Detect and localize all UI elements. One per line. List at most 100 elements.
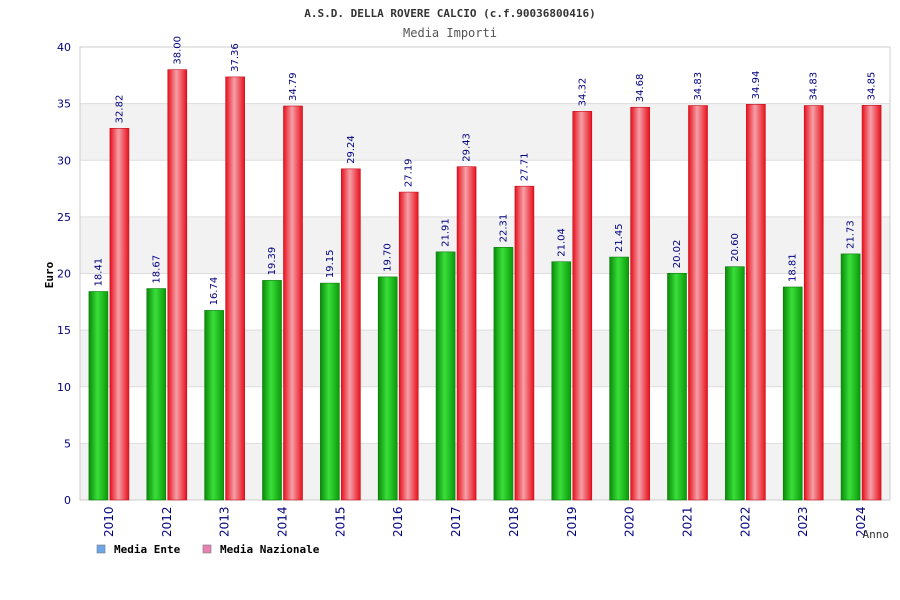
- x-tick-label: 2015: [333, 506, 347, 537]
- data-label: 34.83: [693, 72, 704, 101]
- legend-swatch: [202, 544, 212, 554]
- y-tick-label: 40: [57, 41, 71, 54]
- y-tick-label: 10: [57, 381, 71, 394]
- x-tick-label: 2016: [391, 506, 405, 537]
- data-label: 19.15: [325, 249, 336, 278]
- bar-media-nazionale: [398, 191, 419, 501]
- data-label: 16.74: [209, 277, 220, 306]
- x-axis: 2010 2012 2013 2014 2015 2016 2017 2018 2019 2020…: [102, 506, 868, 537]
- data-label: 19.39: [267, 247, 278, 276]
- bar-media-ente: [493, 247, 514, 501]
- y-tick-label: 20: [57, 268, 71, 281]
- plot-band: [80, 103, 890, 161]
- data-label: 18.67: [151, 255, 162, 284]
- chart-subtitle: Media Importi: [403, 26, 497, 40]
- plot-band: [80, 443, 890, 500]
- bar-media-ente: [88, 291, 109, 501]
- bar-media-ente: [667, 272, 687, 501]
- plot-band: [80, 386, 890, 444]
- bar-media-nazionale: [572, 111, 593, 501]
- data-label: 29.43: [462, 133, 473, 162]
- bar-media-nazionale: [456, 166, 477, 501]
- x-tick-label: 2014: [276, 506, 290, 537]
- data-label: 21.91: [441, 218, 452, 247]
- bar-media-ente: [320, 282, 340, 501]
- data-label: 34.32: [577, 78, 588, 107]
- data-label: 34.85: [867, 72, 878, 101]
- data-label: 20.02: [672, 240, 683, 269]
- plot-band: [80, 273, 890, 331]
- data-label: 18.81: [788, 253, 799, 282]
- data-label: 21.45: [614, 223, 625, 252]
- bar-media-ente: [204, 310, 224, 501]
- data-label: 34.83: [809, 72, 820, 101]
- bar-media-ente: [262, 280, 282, 501]
- x-tick-label: 2021: [681, 506, 695, 537]
- plot-band: [80, 160, 890, 217]
- bar-media-nazionale: [167, 69, 188, 501]
- bar-media-ente: [782, 286, 803, 501]
- bar-media-ente: [609, 256, 629, 501]
- bar-media-ente: [435, 251, 456, 501]
- bars: 18.41 32.82 18.67 38.00 16.74 37.36 19.39 34.79…: [88, 36, 882, 501]
- plot-band: [80, 216, 890, 274]
- x-tick-label: 2022: [738, 506, 752, 537]
- x-tick-label: 2017: [449, 506, 463, 537]
- data-label: 34.94: [751, 71, 762, 100]
- bar-media-nazionale: [514, 185, 535, 501]
- data-label: 20.60: [730, 233, 741, 262]
- y-tick-label: 0: [64, 494, 71, 507]
- legend-swatch: [96, 544, 106, 554]
- data-label: 34.68: [635, 74, 646, 103]
- legend: Media Ente Media Nazionale: [96, 543, 320, 556]
- plot-band: [80, 330, 890, 387]
- plot-background: [79, 46, 891, 501]
- y-tick-label: 15: [57, 324, 71, 337]
- bar-media-nazionale: [341, 168, 361, 501]
- legend-label: Media Nazionale: [220, 543, 320, 556]
- x-tick-label: 2023: [796, 506, 810, 537]
- data-label: 29.24: [346, 135, 357, 164]
- x-tick-label: 2013: [218, 506, 232, 537]
- plot-band: [80, 47, 890, 104]
- data-label: 27.19: [404, 158, 415, 187]
- bar-media-nazionale: [688, 105, 708, 501]
- y-tick-label: 30: [57, 154, 71, 167]
- data-label: 21.73: [846, 220, 857, 249]
- y-tick-label: 5: [64, 437, 71, 450]
- data-label: 27.71: [519, 153, 530, 182]
- data-label: 22.31: [498, 214, 509, 243]
- data-label: 21.04: [556, 228, 567, 257]
- data-label: 32.82: [114, 95, 125, 124]
- x-tick-label: 2020: [623, 506, 637, 537]
- x-tick-label: 2024: [854, 506, 868, 537]
- data-label: 19.70: [383, 243, 394, 272]
- bar-media-ente: [725, 266, 745, 501]
- legend-label: Media Ente: [114, 543, 181, 556]
- bar-media-nazionale: [630, 106, 650, 501]
- y-axis: 0 5 10 15 20 25 30 35 40: [57, 41, 71, 507]
- chart-title: A.S.D. DELLA ROVERE CALCIO (c.f.90036800…: [304, 7, 595, 20]
- bar-media-nazionale: [109, 128, 130, 501]
- plot-frame: [79, 46, 891, 501]
- bar-media-nazionale: [283, 105, 303, 501]
- bar-media-nazionale: [746, 104, 766, 501]
- y-axis-label: Euro: [43, 261, 56, 288]
- x-axis-label: Anno: [863, 528, 890, 541]
- bar-media-nazionale: [861, 105, 882, 501]
- y-tick-label: 35: [57, 98, 71, 111]
- x-tick-label: 2019: [565, 506, 579, 537]
- data-label: 38.00: [172, 36, 183, 65]
- data-label: 18.41: [93, 258, 104, 287]
- data-label: 34.79: [288, 72, 299, 101]
- bar-media-ente: [551, 261, 572, 501]
- x-tick-label: 2018: [507, 506, 521, 537]
- x-tick-label: 2012: [160, 506, 174, 537]
- data-label: 37.36: [230, 43, 241, 72]
- x-tick-label: 2010: [102, 506, 116, 537]
- bar-media-ente: [840, 253, 861, 501]
- bar-media-nazionale: [803, 105, 824, 501]
- bar-media-ente: [146, 288, 167, 501]
- y-tick-label: 25: [57, 211, 71, 224]
